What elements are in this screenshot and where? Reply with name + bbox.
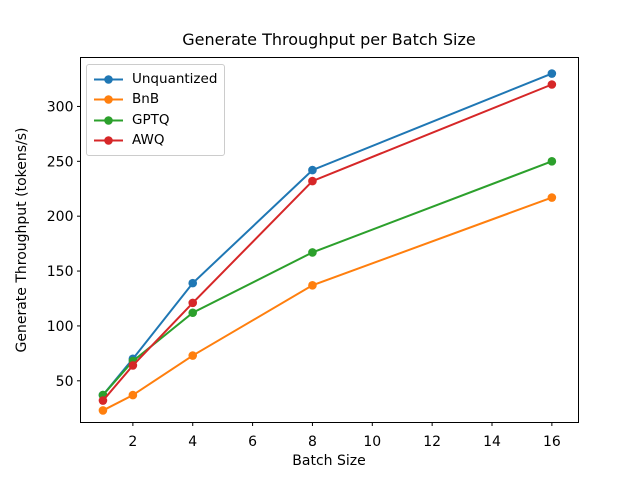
x-tick-label: 4 — [188, 434, 197, 450]
y-tick-label: 50 — [56, 374, 74, 390]
data-point-unquantized-x4 — [188, 278, 198, 288]
legend-item-gptq: GPTQ — [93, 110, 220, 131]
data-point-bnb-x16 — [547, 193, 557, 202]
y-tick-label: 100 — [47, 319, 74, 335]
x-axis-label: Batch Size — [292, 453, 366, 469]
legend-item-awq: AWQ — [93, 131, 220, 152]
x-tick-label: 16 — [543, 434, 561, 450]
data-point-bnb-x1 — [98, 406, 108, 415]
x-tick-label: 6 — [248, 434, 257, 450]
series-line-bnb — [102, 196, 553, 412]
legend: Unquantized BnB GPTQ AWQ — [86, 64, 225, 156]
y-tick-label: 250 — [47, 154, 74, 170]
legend-dot-bnb — [104, 95, 113, 105]
data-point-bnb-x8 — [308, 281, 317, 290]
legend-marker-bnb-icon — [94, 95, 123, 105]
data-point-gptq-x16 — [547, 157, 557, 166]
legend-marker-unquantized-icon — [94, 74, 123, 84]
axes-frame — [80, 57, 579, 423]
data-point-gptq-x8 — [308, 248, 317, 257]
legend-dot-awq — [104, 136, 113, 146]
legend-label-bnb: BnB — [132, 91, 160, 107]
y-tick-label: 150 — [47, 264, 74, 280]
legend-label-awq: AWQ — [132, 132, 165, 148]
series-line-gptq — [102, 160, 553, 396]
data-point-awq-x2 — [128, 361, 138, 370]
legend-label-gptq: GPTQ — [132, 111, 170, 128]
data-point-bnb-x4 — [188, 351, 198, 360]
x-tick-label: 12 — [423, 434, 441, 450]
y-tick-label: 200 — [47, 209, 74, 225]
data-point-unquantized-x16 — [547, 69, 557, 78]
legend-marker-gptq-icon — [94, 115, 123, 125]
x-tick-label: 10 — [363, 434, 381, 450]
data-point-awq-x4 — [188, 298, 198, 308]
x-tick-label: 2 — [128, 434, 137, 450]
legend-dot-unquantized — [104, 74, 113, 84]
chart-title: Generate Throughput per Batch Size — [182, 30, 476, 49]
data-point-awq-x16 — [547, 80, 557, 89]
x-tick-label: 8 — [308, 434, 317, 450]
x-tick-label: 14 — [483, 434, 501, 450]
y-tick-label: 300 — [47, 99, 74, 115]
legend-marker-awq-icon — [94, 136, 123, 146]
legend-item-unquantized: Unquantized — [93, 69, 220, 90]
data-point-awq-x1 — [98, 396, 108, 405]
data-point-awq-x8 — [308, 176, 317, 186]
legend-label-unquantized: Unquantized — [132, 70, 218, 87]
data-point-unquantized-x8 — [308, 165, 317, 175]
legend-dot-gptq — [104, 115, 113, 125]
data-point-gptq-x4 — [188, 308, 198, 318]
data-point-bnb-x2 — [128, 390, 138, 400]
legend-item-bnb: BnB — [93, 90, 220, 111]
